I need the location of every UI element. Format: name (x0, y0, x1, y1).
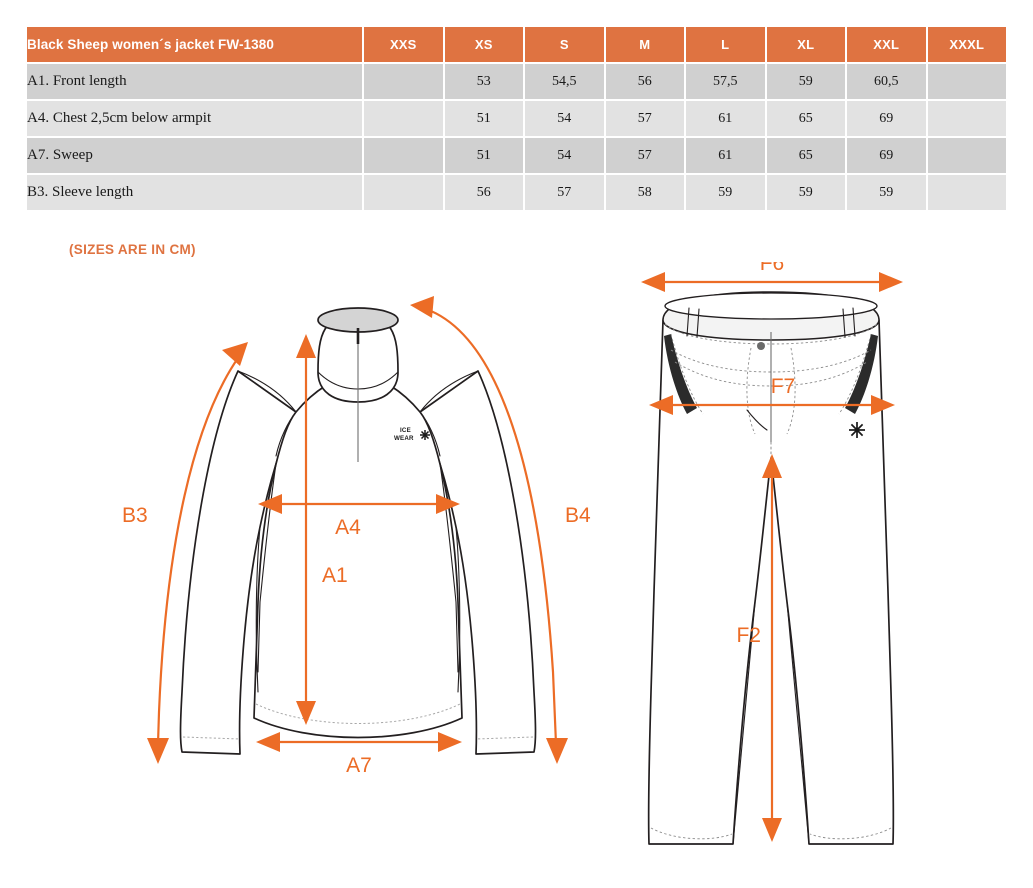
measurement-value (927, 175, 1006, 210)
table-row: A1. Front length 53 54,5 56 57,5 59 60,5 (27, 64, 1006, 99)
measurement-value: 51 (444, 101, 523, 136)
brand-name-line2: WEAR (394, 435, 414, 442)
measurement-arrow-f2: F2 (736, 454, 782, 842)
size-column-header-l: L (686, 27, 765, 62)
garment-diagrams: ICE WEAR A4 A1 (0, 262, 1033, 888)
measurement-label-a1: A1 (322, 564, 348, 587)
measurement-value: 59 (686, 175, 765, 210)
measurement-value: 69 (847, 138, 926, 173)
table-row: A4. Chest 2,5cm below armpit 51 54 57 61… (27, 101, 1006, 136)
table-row: B3. Sleeve length 56 57 58 59 59 59 (27, 175, 1006, 210)
measurement-label-f6: F6 (760, 262, 785, 275)
measurement-label: A1. Front length (27, 64, 362, 99)
measurement-arrow-f7: F7 (649, 375, 895, 415)
table-header-row: Black Sheep women´s jacket FW-1380 XXS X… (27, 27, 1006, 62)
snowflake-icon (849, 422, 865, 438)
table-header: Black Sheep women´s jacket FW-1380 XXS X… (27, 27, 1006, 62)
measurement-value (927, 138, 1006, 173)
table-row: A7. Sweep 51 54 57 61 65 69 (27, 138, 1006, 173)
measurement-label-a7: A7 (346, 754, 372, 777)
measurement-value (364, 64, 443, 99)
measurement-arrow-b3: B3 (122, 342, 248, 764)
size-chart-table: Black Sheep women´s jacket FW-1380 XXS X… (25, 25, 1008, 212)
measurement-value: 65 (766, 101, 845, 136)
measurement-value: 59 (766, 64, 845, 99)
measurement-value (927, 101, 1006, 136)
measurement-label-f2: F2 (736, 624, 761, 647)
measurement-value: 56 (605, 64, 684, 99)
measurement-label-f7: F7 (771, 375, 796, 398)
measurement-value (364, 138, 443, 173)
measurement-arrow-a1: A1 (296, 334, 348, 725)
size-column-header-xs: XS (444, 27, 523, 62)
product-title-cell: Black Sheep women´s jacket FW-1380 (27, 27, 362, 62)
measurement-value: 57,5 (686, 64, 765, 99)
brand-logo: ICE WEAR (394, 427, 430, 442)
measurement-value: 60,5 (847, 64, 926, 99)
measurement-label: B3. Sleeve length (27, 175, 362, 210)
table-body: A1. Front length 53 54,5 56 57,5 59 60,5… (27, 64, 1006, 210)
measurement-label-b3: B3 (122, 504, 148, 527)
measurement-value: 54 (525, 138, 604, 173)
measurement-value (927, 64, 1006, 99)
measurement-value: 51 (444, 138, 523, 173)
measurement-value: 53 (444, 64, 523, 99)
size-column-header-m: M (605, 27, 684, 62)
measurement-value: 59 (847, 175, 926, 210)
size-chart-table-container: Black Sheep women´s jacket FW-1380 XXS X… (25, 25, 1008, 212)
size-column-header-xl: XL (766, 27, 845, 62)
measurement-value (364, 101, 443, 136)
measurement-arrow-b4: B4 (410, 296, 591, 764)
measurement-value: 57 (525, 175, 604, 210)
measurement-value: 57 (605, 101, 684, 136)
measurement-label-b4: B4 (565, 504, 591, 527)
jacket-diagram: ICE WEAR A4 A1 (122, 296, 591, 777)
measurement-label-a4: A4 (335, 516, 361, 539)
brand-name-line1: ICE (400, 427, 411, 434)
size-column-header-xxxl: XXXL (927, 27, 1006, 62)
measurement-value: 59 (766, 175, 845, 210)
sizes-unit-note: (SIZES ARE IN CM) (69, 242, 196, 257)
measurement-value: 61 (686, 101, 765, 136)
measurement-value: 54 (525, 101, 604, 136)
measurement-value: 61 (686, 138, 765, 173)
measurement-value (364, 175, 443, 210)
measurement-arrow-a7: A7 (256, 732, 462, 777)
measurement-value: 54,5 (525, 64, 604, 99)
measurement-label: A7. Sweep (27, 138, 362, 173)
measurement-value: 56 (444, 175, 523, 210)
measurement-value: 58 (605, 175, 684, 210)
measurement-label: A4. Chest 2,5cm below armpit (27, 101, 362, 136)
size-column-header-xxs: XXS (364, 27, 443, 62)
pants-diagram: F6 F7 F2 (641, 262, 903, 845)
size-column-header-s: S (525, 27, 604, 62)
measurement-arrow-f6: F6 (641, 262, 903, 292)
size-column-header-xxl: XXL (847, 27, 926, 62)
measurement-value: 57 (605, 138, 684, 173)
snowflake-icon (420, 430, 430, 440)
measurement-value: 69 (847, 101, 926, 136)
measurement-value: 65 (766, 138, 845, 173)
measurement-arrow-a4: A4 (258, 494, 460, 539)
